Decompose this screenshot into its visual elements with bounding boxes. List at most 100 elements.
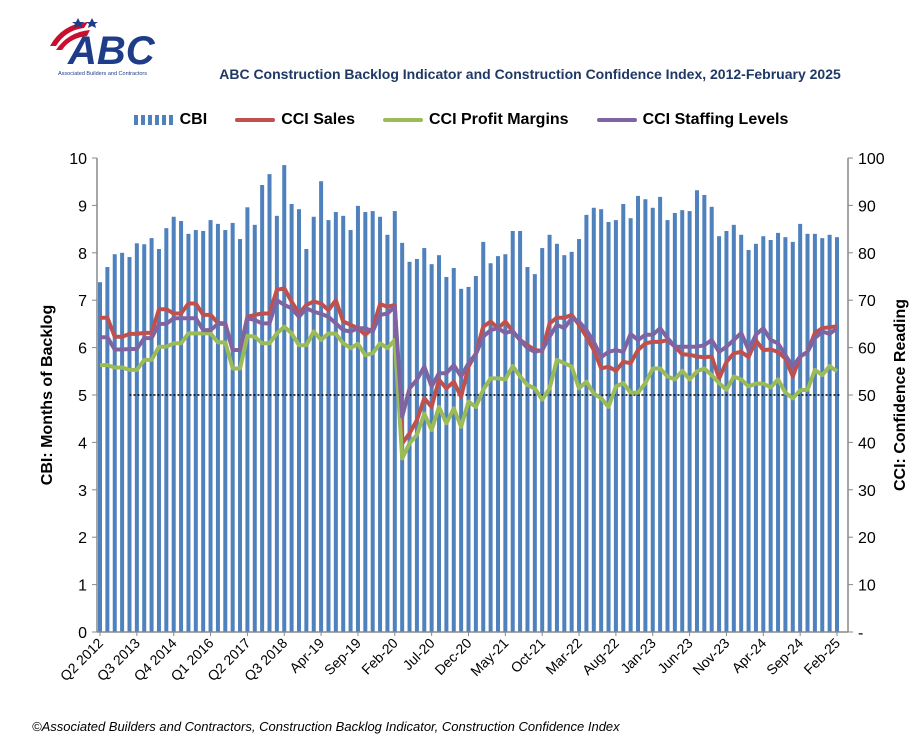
y-tick-label: 1: [78, 578, 87, 595]
x-tick-label: Sep-24: [763, 635, 806, 678]
cbi-bar: [422, 248, 427, 632]
cbi-bar: [599, 209, 604, 632]
cbi-bar: [451, 267, 456, 632]
cbi-bar: [687, 211, 692, 632]
cbi-bar: [621, 203, 626, 632]
x-tick-label: Sep-19: [321, 635, 364, 678]
cbi-bar: [731, 224, 736, 633]
legend-label: CCI Staffing Levels: [642, 111, 789, 128]
y2-tick-label: 70: [858, 293, 876, 310]
cbi-bar: [296, 209, 301, 632]
x-tick-label: Jan-23: [617, 635, 659, 677]
y2-tick-label: 20: [858, 530, 876, 547]
cbi-bar: [827, 234, 832, 632]
cbi-bar: [613, 220, 618, 632]
cbi-bar: [193, 230, 198, 632]
cbi-bar: [385, 234, 390, 632]
x-tick-label: May-21: [467, 635, 511, 679]
svg-text:ABC: ABC: [67, 29, 156, 73]
cbi-bar: [223, 230, 228, 632]
cbi-bar: [776, 232, 781, 632]
cbi-bar: [665, 220, 670, 632]
cbi-bar: [105, 267, 110, 632]
cbi-bar: [112, 254, 117, 633]
cbi-bar: [392, 211, 397, 632]
cbi-bar: [238, 239, 243, 632]
cbi-bar: [481, 241, 486, 632]
cbi-bar: [746, 249, 751, 632]
cbi-bar: [702, 194, 707, 633]
y2-tick-label: 60: [858, 341, 876, 358]
cbi-bar: [628, 218, 633, 632]
cbi-bar: [326, 220, 331, 632]
cbi-bar: [156, 249, 161, 632]
cbi-bar: [805, 233, 810, 632]
cbi-bar: [473, 276, 478, 632]
cbi-bar: [370, 211, 375, 632]
cbi-bar: [429, 264, 434, 632]
cbi-bar: [120, 252, 125, 633]
cbi-bar: [127, 257, 132, 632]
legend-swatch-cbi: [133, 115, 174, 125]
cbi-bar: [134, 243, 139, 632]
cbi-bar: [790, 241, 795, 632]
y-axis-title: CBI: Months of Backlog: [39, 305, 56, 485]
cbi-bar: [835, 237, 839, 632]
cbi-bar: [739, 234, 744, 632]
x-tick-label: Jun-23: [654, 635, 696, 677]
y2-tick-label: 50: [858, 388, 876, 405]
y2-tick-label: 90: [858, 198, 876, 215]
cbi-bar: [378, 216, 383, 632]
cbi-bar: [304, 249, 309, 632]
cbi-bar: [584, 214, 589, 632]
cbi-bar: [547, 234, 552, 632]
cbi-bar: [171, 216, 176, 632]
cbi-bar: [510, 230, 515, 632]
cbi-bar: [444, 276, 449, 632]
x-tick-label: Dec-20: [431, 635, 474, 678]
chart-title: ABC Construction Backlog Indicator and C…: [219, 66, 841, 82]
series-line-cci-profit-margins: [100, 324, 839, 461]
cbi-bar: [245, 207, 250, 632]
cbi-bar: [658, 196, 663, 633]
cbi-bar: [267, 174, 272, 632]
cbi-bar: [783, 237, 788, 632]
legend-label: CBI: [179, 111, 208, 128]
y2-tick-label: 80: [858, 246, 876, 263]
cbi-bar: [503, 254, 508, 633]
y2-tick-label: 100: [858, 151, 885, 168]
cbi-bar: [709, 206, 714, 632]
series-line-cci-staffing-levels: [100, 298, 839, 419]
cbi-bar: [363, 212, 368, 632]
y-tick-label: 10: [69, 151, 87, 168]
cbi-bar: [540, 248, 545, 632]
y-tick-label: 8: [78, 246, 87, 263]
legend-item-cci-staffing: CCI Staffing Levels: [596, 111, 789, 129]
cbi-bar: [525, 267, 530, 632]
x-tick-label: Feb-20: [358, 635, 401, 678]
legend-label: CCI Sales: [281, 111, 355, 128]
cbi-bar: [643, 199, 648, 632]
cbi-bar: [577, 239, 582, 632]
cbi-bar: [518, 230, 523, 632]
cbi-bar: [694, 190, 699, 632]
y-tick-label: 9: [78, 198, 87, 215]
cbi-bar: [488, 263, 493, 632]
y-tick-label: 5: [78, 388, 87, 405]
legend-swatch-profit: [383, 118, 423, 122]
cbi-bar: [672, 212, 677, 632]
cbi-bar: [311, 216, 316, 632]
y2-tick-label: 40: [858, 435, 876, 452]
cbi-bar: [149, 238, 154, 632]
cbi-bar: [215, 223, 220, 633]
cbi-bar: [768, 240, 773, 632]
cbi-bar: [201, 230, 206, 632]
cbi-bar: [437, 255, 442, 633]
cbi-bar: [341, 215, 346, 632]
cbi-bar: [348, 230, 353, 632]
x-tick-label: Mar-22: [542, 635, 585, 678]
footnote: ©Associated Builders and Contractors, Co…: [32, 719, 620, 734]
cbi-bar: [333, 212, 338, 632]
cbi-bar: [554, 243, 559, 632]
